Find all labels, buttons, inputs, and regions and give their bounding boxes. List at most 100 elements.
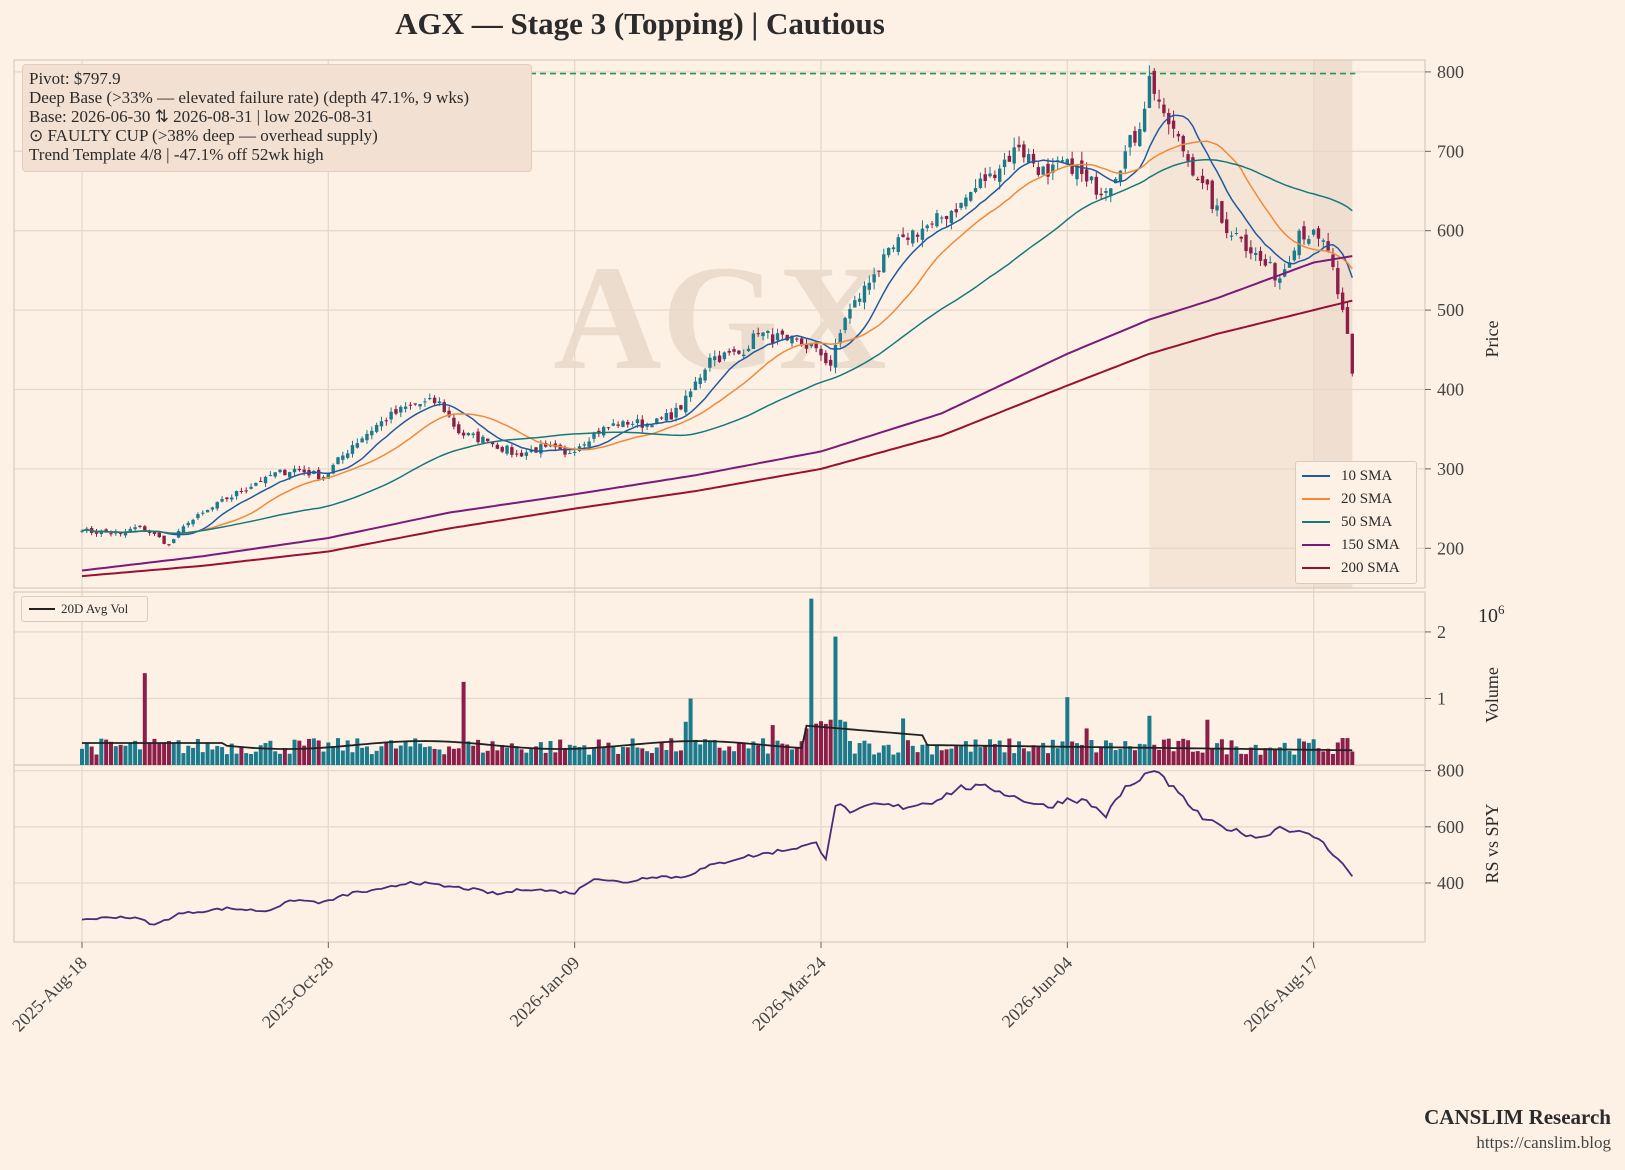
volume-bar [287, 753, 292, 765]
sma150-line [81, 255, 1353, 572]
volume-bar [331, 746, 336, 765]
candle-body [273, 472, 277, 477]
candle-body [292, 468, 297, 473]
volume-bar [137, 749, 142, 765]
candle-body [394, 409, 398, 414]
volume-bar [84, 742, 89, 765]
volume-bar [239, 747, 244, 765]
candle-body [1205, 179, 1210, 185]
candle-body [1147, 75, 1152, 108]
volume-bar [896, 752, 901, 765]
volume-bar [1316, 748, 1321, 765]
candle-body [1046, 163, 1050, 177]
volume-bar [751, 741, 756, 765]
volume-bar [1195, 751, 1200, 765]
volume-bar [1273, 749, 1278, 765]
volume-bar [761, 738, 766, 765]
candle-body [500, 447, 504, 452]
volume-bar [1021, 748, 1026, 765]
candle-body [490, 441, 495, 445]
candle-body [761, 332, 765, 337]
candle-body [1249, 247, 1253, 254]
candle-body [1089, 176, 1094, 181]
volume-bar [1070, 741, 1075, 765]
candle-body [481, 436, 485, 443]
volume-bar [1311, 739, 1316, 765]
volume-bar [828, 719, 833, 765]
rs-tick-label: 600 [1437, 817, 1464, 837]
candle-body [828, 359, 833, 366]
volume-bar [1060, 741, 1065, 765]
candle-body [539, 444, 543, 454]
volume-bar [1055, 748, 1060, 765]
volume-bar [403, 741, 408, 765]
candle-body [587, 441, 591, 447]
volume-bar [1292, 754, 1297, 765]
price-tick-label: 800 [1437, 62, 1464, 82]
volume-bar [1157, 749, 1162, 765]
volume-bar [181, 753, 186, 765]
volume-bar [1326, 748, 1331, 765]
volume-bar [166, 741, 171, 765]
candle-body [1234, 232, 1239, 234]
volume-bar [1002, 752, 1007, 765]
volume-bar [466, 741, 471, 765]
volume-bar [601, 747, 606, 765]
volume-bar [833, 636, 838, 765]
candle-body [1331, 254, 1335, 267]
volume-bar [485, 750, 490, 765]
volume-bar [654, 747, 659, 765]
candle-body [1104, 191, 1108, 193]
volume-bar [1108, 742, 1113, 765]
volume-bar [278, 753, 283, 765]
candle-body [205, 509, 210, 513]
candle-body [244, 490, 248, 492]
sma-lines [81, 114, 1354, 578]
price-tick-label: 400 [1437, 380, 1464, 400]
panel-frame [13, 59, 1426, 589]
volume-bar [490, 741, 495, 765]
volume-bar [1041, 742, 1046, 765]
volume-bar [881, 745, 886, 765]
volume-bar [451, 748, 456, 765]
candle-body [268, 475, 273, 477]
volume-bar [616, 753, 621, 765]
volume-bar [374, 750, 379, 765]
volume-bar [249, 754, 254, 765]
volume-bar [664, 749, 669, 765]
volume-bar [456, 748, 461, 765]
candle-body [635, 419, 640, 424]
volume-bar [891, 754, 896, 765]
candle-body [423, 401, 427, 403]
volume-bar [321, 751, 326, 765]
volume-bar [809, 598, 814, 765]
candle-body [1007, 155, 1012, 162]
base-depth-text: Deep Base (>33% — elevated failure rate)… [29, 88, 470, 107]
volume-bar [978, 747, 983, 765]
candle-body [461, 432, 466, 436]
candle-body [143, 526, 147, 531]
candle-body [1022, 144, 1026, 158]
candle-body [437, 401, 442, 403]
candle-body [486, 438, 490, 442]
volume-bar [157, 742, 162, 765]
panel-frame [13, 591, 1426, 766]
candle-body [572, 451, 577, 453]
volume-bar [519, 749, 524, 765]
volume-bar [99, 738, 104, 765]
volume-bar [476, 739, 481, 765]
volume-bar [316, 740, 321, 765]
candle-body [1311, 229, 1316, 235]
candle-body [379, 421, 384, 427]
volume-bar [1345, 738, 1350, 765]
candle-body [1012, 147, 1016, 164]
volume-bar [176, 740, 181, 765]
volume-bar [852, 753, 857, 765]
volume-bar [1301, 741, 1306, 765]
candle-body [886, 247, 891, 256]
candle-body [920, 228, 925, 240]
info-box: Pivot: $797.9 Deep Base (>33% — elevated… [22, 64, 532, 172]
volume-bar [1215, 743, 1220, 765]
candle-body [1191, 157, 1195, 176]
candle-body [626, 422, 630, 425]
